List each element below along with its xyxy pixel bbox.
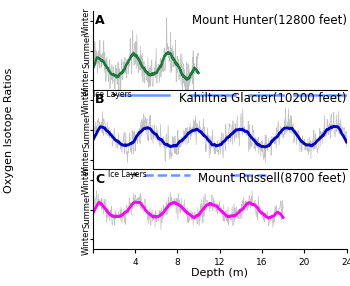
Text: Mount Russell(8700 feet): Mount Russell(8700 feet) [198, 172, 346, 185]
Text: Ice Layers: Ice Layers [108, 170, 147, 179]
Text: Winter: Winter [82, 7, 91, 35]
X-axis label: Depth (m): Depth (m) [191, 268, 248, 278]
Text: Summer: Summer [82, 192, 91, 228]
Text: Winter: Winter [82, 86, 91, 114]
Text: Mount Hunter(12800 feet): Mount Hunter(12800 feet) [191, 14, 346, 27]
Text: B: B [95, 94, 105, 106]
Text: Ice Layers: Ice Layers [93, 90, 132, 100]
Text: Winter: Winter [82, 166, 91, 194]
Text: Kahiltna Glacier(10200 feet): Kahiltna Glacier(10200 feet) [179, 92, 346, 106]
Text: Summer: Summer [82, 33, 91, 68]
Text: Oxygen Isotope Ratios: Oxygen Isotope Ratios [4, 67, 14, 193]
Text: A: A [95, 14, 105, 27]
Text: Winter: Winter [82, 68, 91, 96]
Text: Summer: Summer [82, 112, 91, 148]
Text: Winter: Winter [82, 148, 91, 175]
Text: C: C [95, 173, 104, 186]
Text: Winter: Winter [82, 227, 91, 255]
